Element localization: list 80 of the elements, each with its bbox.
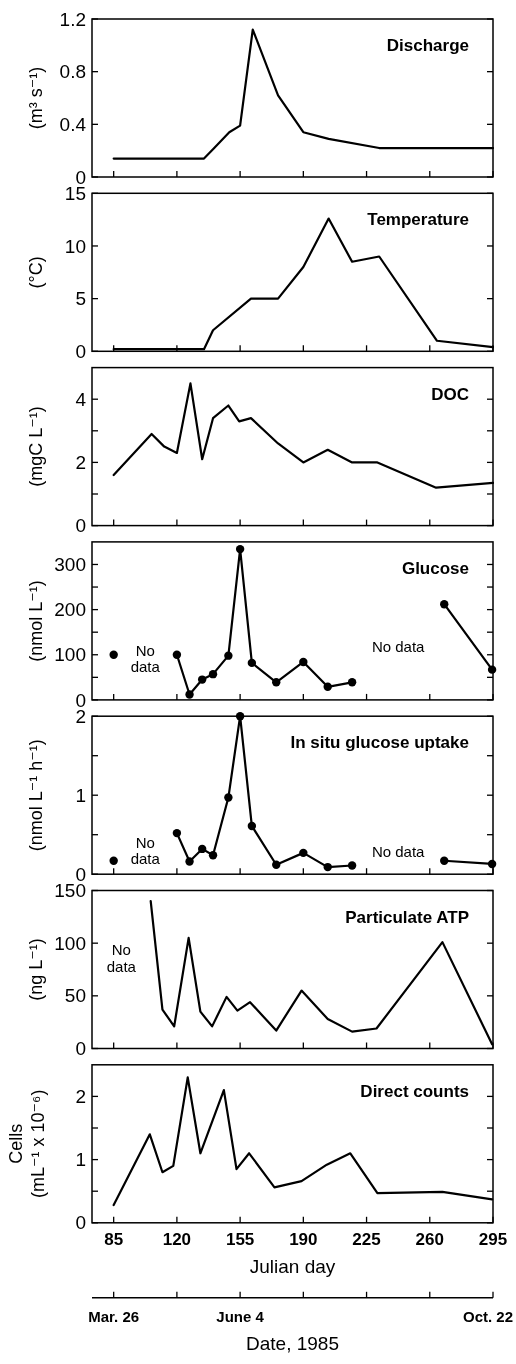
y-tick-label: 100 bbox=[54, 644, 86, 666]
point bbox=[109, 650, 118, 659]
text: DOC bbox=[431, 384, 469, 404]
y-axis-title: Cells (mL⁻¹ x 10⁻⁶) bbox=[6, 1089, 48, 1199]
x-tick-label: 155 bbox=[225, 1229, 255, 1249]
y-tick-label: 10 bbox=[64, 235, 86, 257]
point bbox=[109, 856, 118, 865]
y-tick-label: 0 bbox=[75, 1038, 86, 1060]
point bbox=[235, 712, 245, 721]
y-tick-label: 1 bbox=[75, 1149, 86, 1171]
y-tick-label: 2 bbox=[75, 452, 86, 474]
y-axis-title: (m³ s⁻¹) bbox=[26, 66, 46, 130]
point bbox=[272, 678, 281, 687]
annotation: No data bbox=[371, 638, 426, 656]
annotation: No data bbox=[130, 833, 161, 868]
y-tick-label: 0.4 bbox=[59, 113, 87, 135]
y-axis-title: (nmol L⁻¹ h⁻¹) bbox=[26, 739, 46, 852]
point bbox=[172, 828, 182, 838]
y-tick-label: 1.2 bbox=[59, 8, 86, 30]
point bbox=[197, 675, 207, 684]
point bbox=[487, 665, 497, 674]
point bbox=[347, 678, 357, 687]
text: In situ glucose uptake bbox=[290, 733, 469, 753]
point bbox=[347, 861, 357, 870]
y-axis-title: (°C) bbox=[26, 256, 46, 289]
x-tick-label: 225 bbox=[352, 1229, 381, 1249]
point bbox=[185, 690, 194, 699]
text: Glucose bbox=[401, 558, 469, 578]
point bbox=[440, 856, 449, 865]
point bbox=[247, 658, 257, 668]
x2-tick-label: June 4 bbox=[216, 1307, 265, 1325]
point bbox=[323, 682, 332, 692]
y-tick-label: 0 bbox=[75, 515, 86, 537]
y-tick-label: 2 bbox=[75, 1086, 86, 1108]
text: Temperature bbox=[367, 210, 469, 230]
point bbox=[272, 860, 281, 869]
y-tick-label: 0 bbox=[75, 166, 86, 188]
y-tick-label: 1 bbox=[75, 784, 86, 806]
point bbox=[235, 544, 245, 554]
point bbox=[440, 600, 449, 609]
point bbox=[172, 650, 182, 659]
point bbox=[487, 859, 497, 869]
point bbox=[197, 844, 207, 854]
y-tick-label: 200 bbox=[54, 599, 86, 621]
point bbox=[224, 651, 233, 660]
point bbox=[299, 848, 308, 858]
annotation: No data bbox=[130, 641, 161, 676]
y-tick-label: 0.8 bbox=[59, 61, 86, 83]
y-tick-label: 4 bbox=[75, 388, 87, 410]
y-tick-label: 5 bbox=[75, 288, 86, 310]
text: Particulate ATP bbox=[345, 907, 469, 927]
annotation: No data bbox=[371, 843, 426, 861]
text: Direct counts bbox=[360, 1081, 469, 1101]
point bbox=[247, 821, 257, 831]
y-axis-title: (mgC L⁻¹) bbox=[26, 406, 46, 487]
point bbox=[185, 857, 194, 866]
point bbox=[224, 793, 233, 802]
annotation: No data bbox=[106, 941, 137, 975]
y-tick-label: 50 bbox=[64, 985, 86, 1007]
x-axis-title: Julian day bbox=[249, 1255, 336, 1277]
y-tick-label: 300 bbox=[54, 554, 86, 576]
text: Discharge bbox=[386, 36, 469, 55]
point bbox=[299, 657, 308, 667]
x2-axis-title: Date, 1985 bbox=[246, 1332, 339, 1354]
y-axis-title: (ng L⁻¹) bbox=[26, 938, 46, 1001]
x-tick-label: 295 bbox=[478, 1229, 508, 1249]
point bbox=[323, 862, 332, 872]
x-tick-label: 260 bbox=[415, 1229, 444, 1249]
point bbox=[208, 669, 218, 679]
y-axis-title: (nmol L⁻¹) bbox=[26, 580, 46, 662]
x-tick-label: 120 bbox=[162, 1229, 192, 1249]
point bbox=[208, 851, 218, 860]
y-tick-label: 100 bbox=[54, 932, 86, 954]
y-tick-label: 0 bbox=[75, 340, 86, 362]
x2-tick-label: Oct. 22 bbox=[462, 1307, 513, 1325]
x-tick-label: 85 bbox=[104, 1229, 124, 1249]
x-tick-label: 190 bbox=[289, 1229, 318, 1249]
y-tick-label: 0 bbox=[75, 689, 86, 711]
x2-tick-label: Mar. 26 bbox=[88, 1307, 140, 1325]
y-tick-label: 0 bbox=[75, 1212, 86, 1234]
